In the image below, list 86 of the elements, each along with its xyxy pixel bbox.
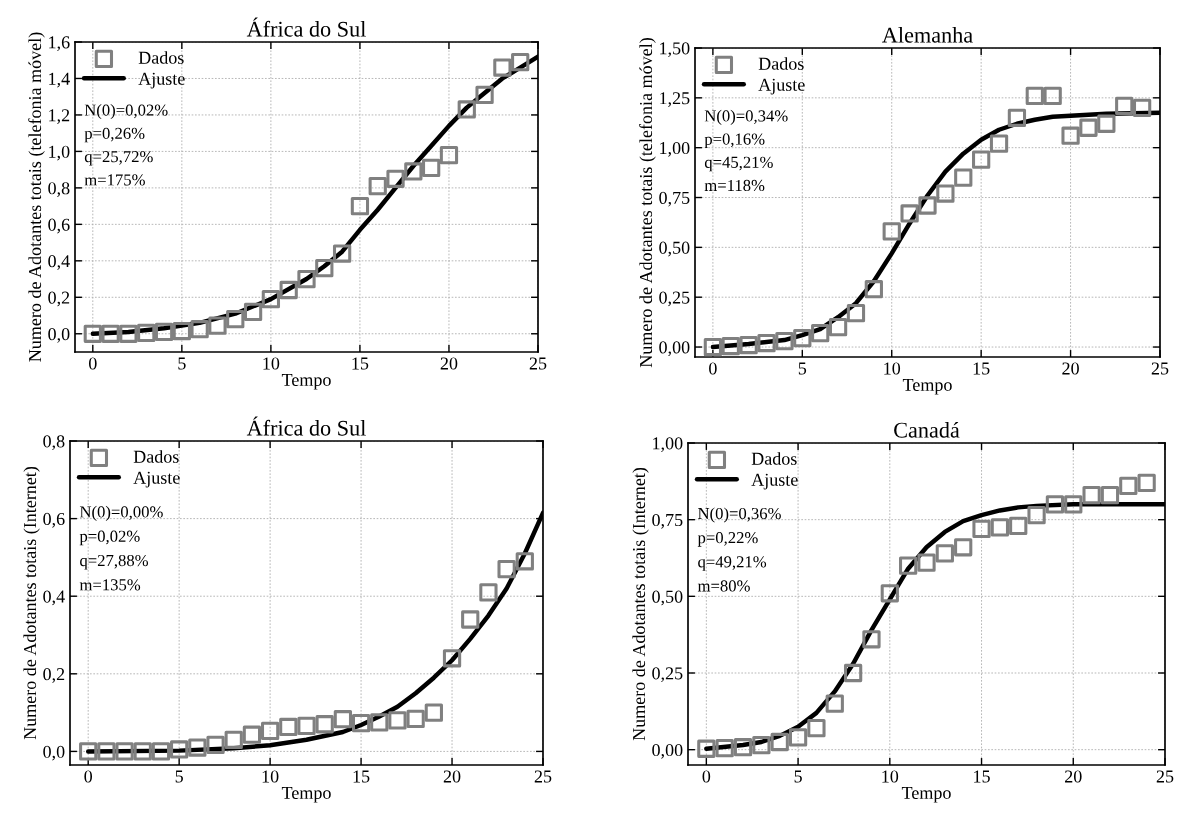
y-axis-title: Numero de Adotantes totais (telefonia móvel): [28, 32, 45, 362]
y-tick-label: 0,0: [48, 328, 70, 343]
annotation: N(0)=0,34%: [704, 109, 788, 125]
annotation: N(0)=0,36%: [698, 507, 781, 523]
y-tick-label: 0,00: [659, 341, 690, 357]
x-tick-label: 20: [440, 357, 458, 370]
y-tick-label: 0,2: [43, 668, 65, 683]
x-tick-label: 25: [1156, 770, 1174, 783]
chart-title: África do Sul: [246, 17, 366, 37]
legend-label: Dados: [758, 57, 804, 70]
y-axis-title: Numero de Adotantes totais (Internet): [23, 466, 40, 740]
annotation: m=135%: [79, 579, 141, 591]
legend-label: Dados: [133, 450, 179, 463]
legend-label: Ajuste: [751, 473, 798, 490]
x-tick-label: 5: [175, 770, 183, 783]
y-tick-label: 0,8: [43, 435, 65, 451]
x-tick-label: 5: [798, 362, 807, 375]
y-tick-label: 0,50: [659, 241, 690, 257]
x-tick-label: 0: [84, 770, 93, 783]
x-axis-title: Tempo: [901, 786, 951, 803]
y-axis-title: Numero de Adotantes totais (Internet): [632, 467, 649, 741]
y-tick-label: 0,0: [43, 745, 65, 761]
annotation: p=0,26%: [84, 127, 145, 143]
annotation: m=175%: [84, 174, 145, 186]
x-tick-label: 5: [794, 770, 802, 783]
y-tick-label: 0,2: [48, 291, 70, 307]
y-tick-label: 0,00: [652, 743, 683, 759]
x-axis-title: Tempo: [281, 786, 331, 803]
x-tick-label: 25: [529, 357, 547, 370]
chart-title: Canadá: [894, 421, 960, 438]
legend-label: Dados: [751, 452, 797, 465]
annotation: m=118%: [704, 179, 765, 192]
x-tick-label: 15: [353, 770, 370, 783]
annotation: p=0,02%: [79, 530, 140, 546]
annotation: q=27,88%: [80, 554, 149, 570]
x-tick-label: 10: [882, 770, 899, 783]
annotation: N(0)=0,00%: [79, 505, 163, 521]
y-tick-label: 1,4: [49, 72, 70, 88]
legend-label: Dados: [138, 51, 184, 64]
x-axis-title: Tempo: [902, 378, 952, 395]
x-tick-label: 20: [443, 770, 461, 783]
y-tick-label: 1,6: [49, 36, 70, 52]
y-tick-label: 0,75: [659, 191, 690, 207]
y-tick-label: 0,6: [48, 218, 70, 234]
y-tick-label: 0,4: [43, 590, 65, 606]
x-tick-label: 10: [263, 357, 280, 370]
legend-label: Ajuste: [138, 72, 185, 89]
annotation: q=49,21%: [698, 556, 767, 571]
x-tick-label: 25: [1151, 362, 1169, 375]
x-tick-label: 15: [352, 357, 369, 370]
x-tick-label: 25: [534, 770, 552, 783]
annotation: q=25,72%: [84, 150, 153, 166]
x-tick-label: 10: [884, 362, 901, 375]
x-tick-label: 0: [88, 357, 97, 370]
y-tick-label: 1,0: [49, 145, 70, 161]
y-tick-label: 1,00: [660, 141, 690, 157]
x-tick-label: 15: [973, 362, 990, 375]
x-tick-label: 10: [262, 770, 279, 783]
x-tick-label: 0: [709, 362, 717, 375]
x-tick-label: 15: [974, 770, 990, 783]
x-tick-label: 20: [1062, 362, 1079, 375]
y-tick-label: 0,4: [48, 255, 70, 270]
y-tick-label: 1,00: [653, 437, 683, 453]
y-tick-label: 0,25: [652, 667, 683, 683]
annotation: m=80%: [697, 580, 750, 592]
annotation: p=0,22%: [697, 532, 758, 547]
y-tick-label: 0,6: [43, 512, 65, 528]
annotation: N(0)=0,02%: [84, 104, 168, 120]
x-tick-label: 20: [1065, 770, 1082, 783]
y-tick-label: 0,25: [659, 291, 690, 307]
y-tick-label: 1,25: [660, 92, 690, 107]
annotation: q=45,21%: [704, 156, 773, 172]
y-tick-label: 0,75: [652, 513, 683, 529]
y-axis-title: Numero de Adotantes totais (telefonia móvel): [639, 38, 656, 368]
x-tick-label: 5: [178, 357, 186, 370]
y-tick-label: 1,50: [660, 42, 690, 58]
y-tick-label: 1,2: [49, 109, 70, 124]
chart-title: África do Sul: [246, 416, 366, 436]
legend-label: Ajuste: [133, 471, 180, 488]
y-tick-label: 0,50: [652, 590, 683, 606]
x-tick-label: 0: [702, 770, 711, 783]
chart-title: Alemanha: [882, 27, 973, 43]
annotation: p=0,16%: [704, 133, 765, 149]
y-tick-label: 0,8: [48, 182, 70, 197]
x-axis-title: Tempo: [281, 373, 331, 390]
legend-label: Ajuste: [758, 78, 805, 95]
